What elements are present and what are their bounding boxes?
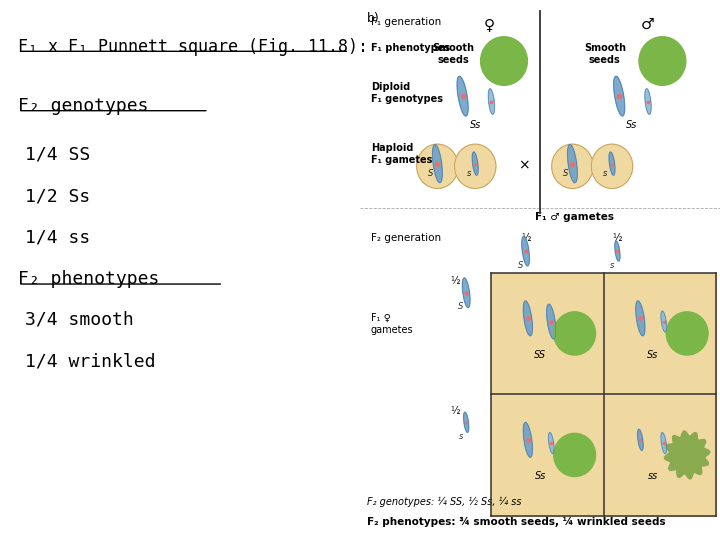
- Polygon shape: [472, 152, 478, 176]
- Polygon shape: [433, 145, 442, 183]
- Text: Diploid
F₁ genotypes: Diploid F₁ genotypes: [371, 82, 443, 104]
- Ellipse shape: [552, 144, 593, 188]
- Polygon shape: [488, 89, 495, 114]
- Polygon shape: [609, 152, 615, 176]
- Ellipse shape: [554, 312, 595, 355]
- Text: F₂ generation: F₂ generation: [371, 233, 441, 244]
- Text: ×: ×: [518, 159, 530, 173]
- Polygon shape: [645, 89, 651, 114]
- Ellipse shape: [417, 144, 458, 188]
- Text: s: s: [467, 170, 471, 178]
- Bar: [604, 394, 716, 516]
- Text: Haploid
F₁ gametes: Haploid F₁ gametes: [371, 143, 432, 165]
- Text: S: S: [518, 261, 523, 271]
- Polygon shape: [546, 304, 556, 339]
- Text: F₂ genotypes: ¼ SS, ½ Ss, ¼ ss: F₂ genotypes: ¼ SS, ½ Ss, ¼ ss: [367, 497, 522, 507]
- Text: 1/4 ss: 1/4 ss: [25, 229, 91, 247]
- Ellipse shape: [591, 144, 633, 188]
- Ellipse shape: [666, 312, 708, 355]
- Text: F₂ genotypes: F₂ genotypes: [18, 97, 148, 115]
- Text: ½: ½: [613, 233, 622, 244]
- Bar: [491, 273, 604, 394]
- Text: F₁ phenotypes: F₁ phenotypes: [371, 43, 450, 53]
- Text: F₁ ♀
gametes: F₁ ♀ gametes: [371, 313, 413, 335]
- Text: ½: ½: [521, 233, 531, 244]
- Ellipse shape: [639, 37, 686, 85]
- Polygon shape: [638, 429, 643, 450]
- Text: ♂: ♂: [642, 17, 654, 32]
- Polygon shape: [613, 76, 625, 116]
- Text: ss: ss: [648, 471, 658, 481]
- Text: 3/4 smooth: 3/4 smooth: [25, 310, 134, 328]
- Polygon shape: [549, 433, 554, 454]
- Text: F₂ phenotypes: F₂ phenotypes: [18, 270, 159, 288]
- Text: Ss: Ss: [535, 471, 546, 481]
- Polygon shape: [523, 422, 532, 457]
- Text: s: s: [603, 170, 608, 178]
- Text: Ss: Ss: [647, 350, 659, 360]
- Ellipse shape: [481, 37, 527, 85]
- Text: S: S: [563, 170, 569, 178]
- Polygon shape: [523, 301, 532, 336]
- Ellipse shape: [554, 433, 595, 476]
- Text: 1/4 SS: 1/4 SS: [25, 146, 91, 164]
- Text: F₁ x F₁ Punnett square (Fig. 11.8):: F₁ x F₁ Punnett square (Fig. 11.8):: [18, 38, 368, 56]
- Text: s: s: [459, 432, 463, 441]
- Polygon shape: [615, 241, 620, 261]
- Text: ½: ½: [451, 406, 460, 416]
- Text: ♀: ♀: [484, 17, 495, 32]
- Text: Ss: Ss: [469, 120, 481, 130]
- Text: b): b): [367, 12, 380, 25]
- Text: ½: ½: [451, 276, 460, 287]
- Text: S: S: [428, 170, 433, 178]
- Text: SS: SS: [534, 350, 546, 360]
- Polygon shape: [661, 433, 667, 454]
- Polygon shape: [464, 412, 469, 433]
- Polygon shape: [567, 145, 577, 183]
- Text: s: s: [610, 261, 614, 271]
- Polygon shape: [457, 76, 468, 116]
- Polygon shape: [665, 431, 710, 479]
- Polygon shape: [636, 301, 645, 336]
- Text: F₁ ♂ gametes: F₁ ♂ gametes: [535, 212, 613, 222]
- Text: Ss: Ss: [626, 120, 637, 130]
- Bar: [491, 394, 604, 516]
- Text: Smooth
seeds: Smooth seeds: [433, 43, 474, 65]
- Polygon shape: [462, 278, 470, 307]
- Ellipse shape: [454, 144, 496, 188]
- Text: Smooth
seeds: Smooth seeds: [584, 43, 626, 65]
- Text: F₁ generation: F₁ generation: [371, 17, 441, 28]
- Text: S: S: [458, 302, 464, 312]
- Text: 1/2 Ss: 1/2 Ss: [25, 187, 91, 205]
- Text: F₂ phenotypes: ¾ smooth seeds, ¼ wrinkled seeds: F₂ phenotypes: ¾ smooth seeds, ¼ wrinkle…: [367, 517, 666, 528]
- Polygon shape: [661, 311, 667, 332]
- Text: 1/4 wrinkled: 1/4 wrinkled: [25, 352, 156, 370]
- Polygon shape: [522, 237, 529, 266]
- Bar: [604, 273, 716, 394]
